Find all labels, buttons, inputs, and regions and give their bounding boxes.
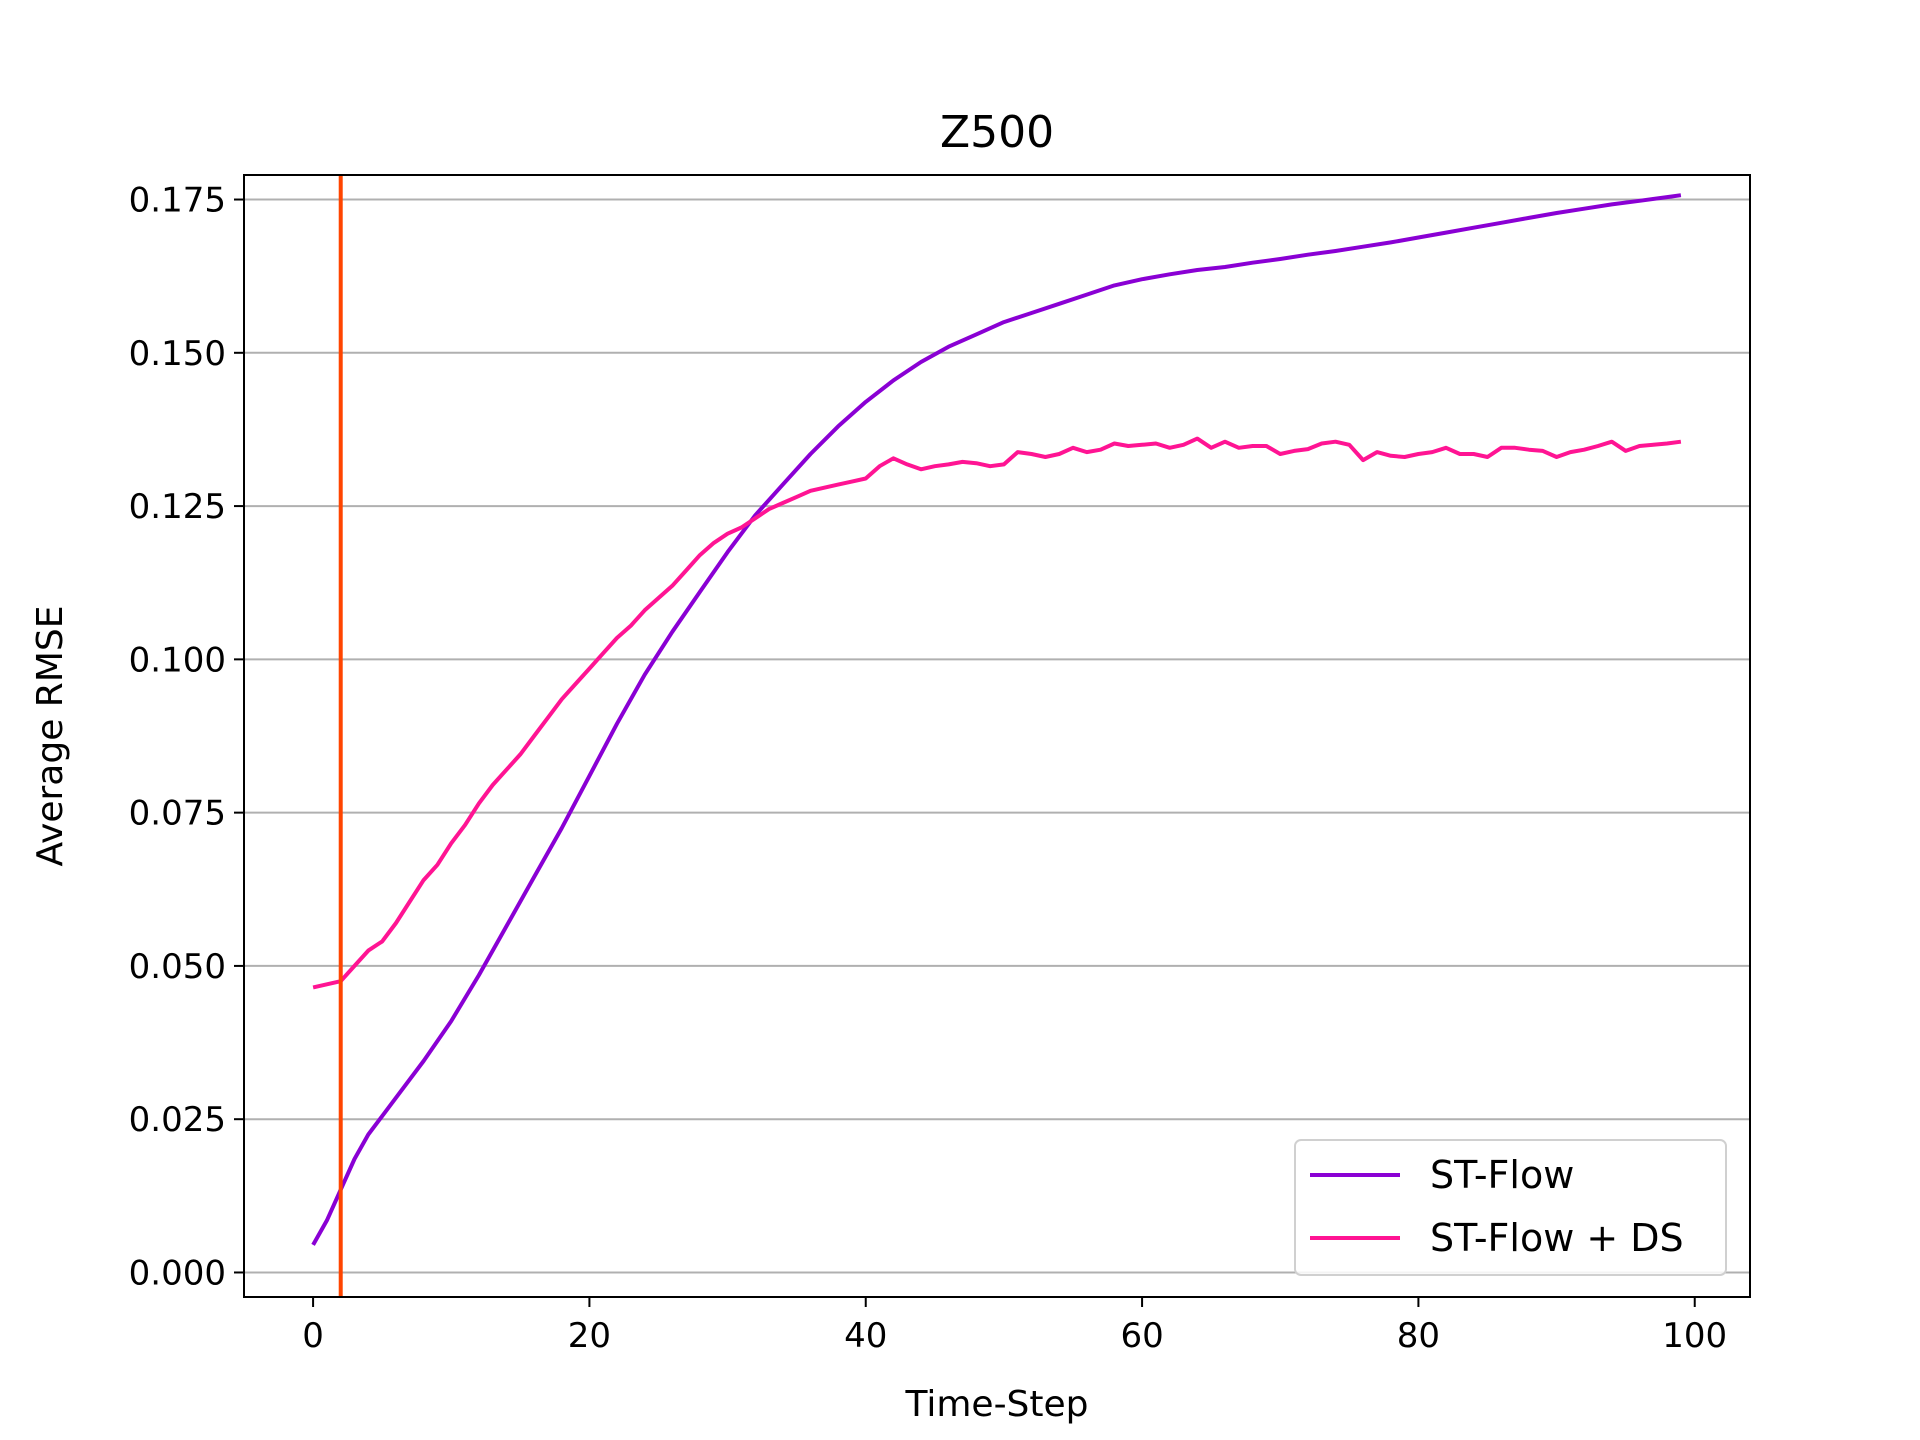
x-tick-label: 60 — [1120, 1316, 1163, 1356]
x-tick-label: 0 — [302, 1316, 324, 1356]
legend-label-st-flow: ST-Flow — [1430, 1153, 1574, 1197]
y-tick-label: 0.025 — [129, 1100, 226, 1140]
series-line-st-flow-ds — [312, 436, 1682, 990]
legend-label-st-flow-ds: ST-Flow + DS — [1430, 1216, 1684, 1260]
x-tick-label: 100 — [1662, 1316, 1727, 1356]
y-tick-label: 0.125 — [129, 487, 226, 527]
series-line-st-flow — [311, 193, 1682, 1246]
x-axis-label: Time-Step — [904, 1384, 1088, 1425]
x-tick-label: 40 — [844, 1316, 887, 1356]
x-tick-label: 80 — [1397, 1316, 1440, 1356]
chart-title: Z500 — [940, 107, 1054, 158]
legend-box — [1294, 1139, 1727, 1276]
y-tick-label: 0.175 — [129, 181, 226, 221]
legend: ST-Flow ST-Flow + DS — [1294, 1139, 1727, 1276]
x-axis-ticks: 0 20 40 60 80 100 — [302, 1297, 1727, 1356]
y-axis-ticks: 0.000 0.025 0.050 0.075 0.100 0.125 0.150 0.175 — [129, 181, 244, 1293]
y-tick-label: 0.150 — [129, 334, 226, 374]
series-layer — [311, 193, 1682, 1246]
y-tick-label: 0.050 — [129, 947, 226, 987]
y-tick-label: 0.100 — [129, 640, 226, 680]
y-tick-label: 0.075 — [129, 794, 226, 834]
grid-lines — [244, 198, 1750, 1274]
x-tick-label: 20 — [568, 1316, 611, 1356]
plot-frame — [243, 174, 1751, 1298]
y-axis-label: Average RMSE — [30, 606, 71, 867]
y-tick-label: 0.000 — [129, 1253, 226, 1293]
